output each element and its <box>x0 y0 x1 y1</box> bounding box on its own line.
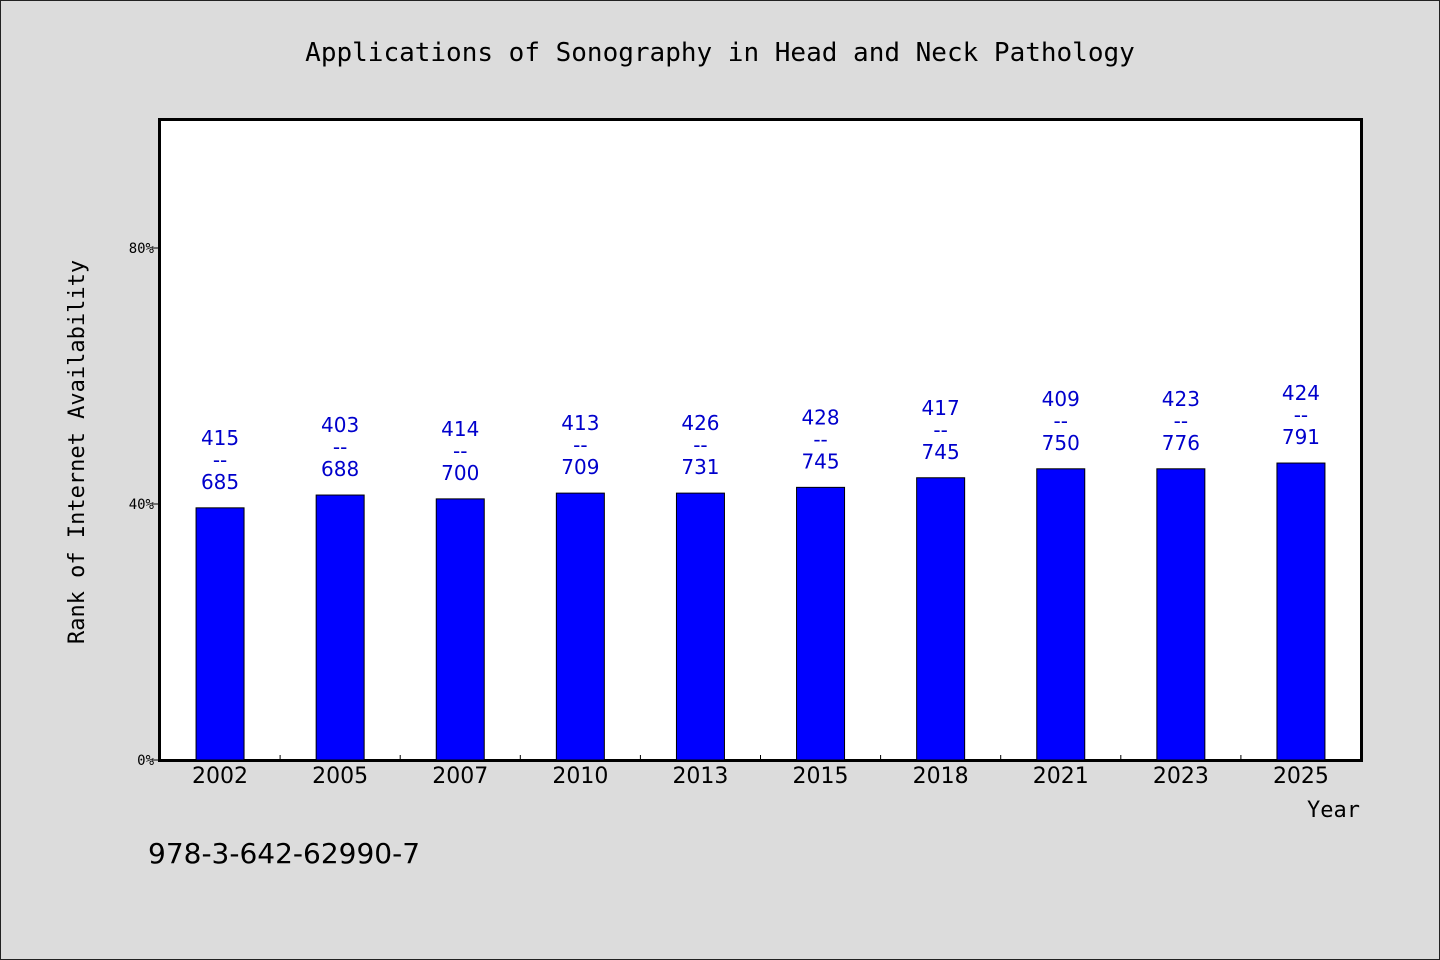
data-label-2007-line-2: -- <box>453 439 467 463</box>
data-label-2015-line-1: 428 <box>801 405 839 429</box>
data-label-2007-line-3: 700 <box>441 461 479 485</box>
x-tick-label-2002: 2002 <box>192 764 248 789</box>
data-label-2010-line-1: 413 <box>561 411 599 435</box>
x-tick-label-2007: 2007 <box>432 764 488 789</box>
x-tick-label-2023: 2023 <box>1153 764 1209 789</box>
bars-group <box>195 462 1326 761</box>
x-axis-label: Year <box>1307 798 1360 823</box>
bar-2007 <box>435 498 485 761</box>
y-axis: 0% 40% 80% <box>129 241 160 769</box>
data-label-2021-line-2: -- <box>1054 409 1068 433</box>
data-label-2025-line-1: 424 <box>1282 381 1320 405</box>
chart-title: Applications of Sonography in Head and N… <box>305 38 1135 68</box>
data-label-2015-line-2: -- <box>813 427 827 451</box>
data-label-2021-line-1: 409 <box>1042 387 1080 411</box>
data-label-2010-line-2: -- <box>573 433 587 457</box>
data-labels-group: 415--685403--688414--700413--709426--731… <box>201 381 1320 494</box>
x-tick-label-2021: 2021 <box>1033 764 1089 789</box>
data-label-2002-line-2: -- <box>213 448 227 472</box>
data-label-2021-line-3: 750 <box>1042 431 1080 455</box>
y-tick-label-40: 40% <box>129 497 155 513</box>
y-axis-label: Rank of Internet Availability <box>65 260 90 644</box>
x-tick-label-2013: 2013 <box>672 764 728 789</box>
data-label-2025-line-3: 791 <box>1282 425 1320 449</box>
data-label-2005-line-1: 403 <box>321 413 359 437</box>
x-tick-label-2025: 2025 <box>1273 764 1329 789</box>
bar-2015 <box>796 486 846 761</box>
data-label-2018-line-3: 745 <box>922 440 960 464</box>
x-tick-label-2010: 2010 <box>552 764 608 789</box>
data-label-2023-line-1: 423 <box>1162 387 1200 411</box>
bar-2023 <box>1156 468 1206 761</box>
data-label-2023-line-2: -- <box>1174 409 1188 433</box>
y-tick-label-80: 80% <box>129 241 155 257</box>
x-tick-label-2005: 2005 <box>312 764 368 789</box>
data-label-2005-line-2: -- <box>333 435 347 459</box>
data-label-2015-line-3: 745 <box>801 449 839 473</box>
bar-2013 <box>675 492 725 761</box>
data-label-2025-line-2: -- <box>1294 403 1308 427</box>
isbn-text: 978-3-642-62990-7 <box>148 837 420 870</box>
bar-2005 <box>315 494 365 761</box>
data-label-2005-line-3: 688 <box>321 457 359 481</box>
data-label-2010-line-3: 709 <box>561 455 599 479</box>
bar-2021 <box>1036 468 1086 761</box>
x-tick-label-2015: 2015 <box>793 764 849 789</box>
x-tick-label-2018: 2018 <box>913 764 969 789</box>
data-label-2007-line-1: 414 <box>441 417 479 441</box>
data-label-2018-line-1: 417 <box>922 396 960 420</box>
bar-2025 <box>1276 462 1326 761</box>
data-label-2018-line-2: -- <box>933 418 947 442</box>
data-label-2013-line-2: -- <box>693 433 707 457</box>
bar-2002 <box>195 507 245 761</box>
data-label-2013-line-3: 731 <box>681 455 719 479</box>
data-label-2002-line-3: 685 <box>201 470 239 494</box>
data-label-2002-line-1: 415 <box>201 426 239 450</box>
bar-2010 <box>555 492 605 761</box>
data-label-2013-line-1: 426 <box>681 411 719 435</box>
y-tick-label-0: 0% <box>137 753 154 769</box>
bar-2018 <box>916 477 966 761</box>
x-axis: 2002 2005 2007 2010 2013 2015 2018 2021 2023 2025 <box>192 755 1329 789</box>
data-label-2023-line-3: 776 <box>1162 431 1200 455</box>
